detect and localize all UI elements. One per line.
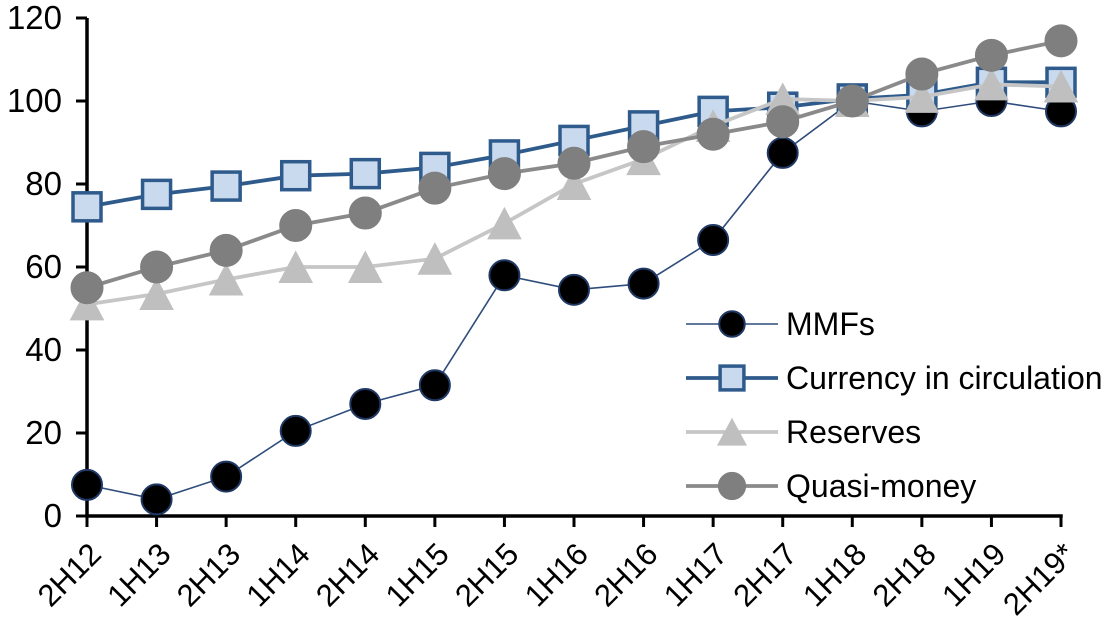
triangle-marker-legend-reserves [716,417,748,446]
circle-marker-quasi-money [279,209,313,242]
square-marker-currency-in-circulation [349,157,382,190]
circle-marker-quasi-money [487,157,521,191]
triangle-marker-reserves [974,67,1009,101]
circle-marker-mmfs [279,414,312,447]
circle-marker-mmfs [766,136,799,169]
y-tick-label: 80 [25,165,62,202]
circle-marker-mmfs [697,224,730,257]
x-tick-label: 1H16 [518,536,595,613]
legend-label-reserves: Reserves [786,414,921,450]
circle-marker-quasi-money [974,38,1008,72]
y-tick-label: 0 [44,497,62,534]
circle-marker-mmfs [349,387,382,420]
x-tick-label: 1H14 [240,536,317,613]
triangle-marker-reserves [417,242,453,275]
triangle-marker-reserves [347,250,383,283]
circle-marker-mmfs [418,369,451,402]
series-reserves [69,67,1079,321]
square-marker-currency-in-circulation [279,159,312,192]
circle-marker-quasi-money [418,171,452,205]
x-axis-ticks: 2H121H132H131H142H141H152H151H162H161H17… [31,516,1082,622]
triangle-marker-reserves [487,206,522,240]
circle-marker-quasi-money [348,196,382,230]
x-tick-label: 1H17 [657,536,734,613]
legend-item-reserves: Reserves [686,414,921,450]
triangle-marker-reserves [278,250,314,283]
y-tick-label: 120 [7,0,62,36]
y-tick-label: 40 [25,331,62,368]
x-tick-label: 2H17 [727,536,804,613]
circle-marker-mmfs [627,267,660,300]
circle-marker-quasi-money [905,57,939,91]
y-tick-label: 60 [25,248,62,285]
x-tick-label: 1H18 [796,536,873,613]
x-tick-label: 1H13 [100,536,177,613]
square-marker-currency-in-circulation [71,191,103,223]
circle-marker-quasi-money [696,117,730,151]
triangle-marker-reserves [556,167,592,200]
triangle-marker-reserves [904,80,940,113]
y-tick-label: 100 [7,82,62,119]
legend-label-currency-in-circulation: Currency in circulation [786,360,1103,396]
triangle-marker-reserves [1043,69,1079,103]
legend-label-mmfs: MMFs [786,306,875,342]
legend-item-mmfs: MMFs [686,306,875,342]
x-tick-label: 2H16 [587,536,664,613]
triangle-marker-reserves [139,277,174,310]
triangle-marker-reserves [69,287,105,321]
circle-marker-quasi-money [140,250,174,284]
circle-marker-quasi-money [557,146,591,180]
series-mmfs [71,85,1077,516]
legend-item-currency-in-circulation: Currency in circulation [686,360,1103,396]
circle-marker-mmfs [71,468,103,501]
x-tick-label: 2H19* [996,536,1082,622]
circle-marker-quasi-money [835,84,869,118]
circle-marker-quasi-money [70,271,104,305]
circle-marker-mmfs [488,259,521,292]
circle-marker-mmfs [210,460,243,493]
circle-marker-mmfs [558,273,590,306]
circle-marker-legend-quasi-money [717,471,747,501]
square-marker-currency-in-circulation [210,170,242,202]
legend: MMFs Currency in circulation Reserves Quasi… [686,306,1103,504]
circle-marker-quasi-money [766,105,800,139]
x-tick-label: 2H12 [31,536,108,613]
x-tick-label: 2H14 [309,536,386,613]
circle-marker-mmfs [140,483,173,516]
x-tick-label: 1H15 [379,536,456,613]
y-axis-ticks: 0 20 40 60 80 100 120 [7,0,87,534]
circle-marker-quasi-money [627,130,661,164]
circle-marker-legend-mmfs [718,310,746,338]
circle-marker-quasi-money [1044,24,1078,58]
triangle-marker-reserves [208,262,244,296]
square-marker-currency-in-circulation [140,178,173,211]
x-tick-label: 2H15 [448,536,525,613]
series-quasi-money [70,24,1078,305]
circle-marker-quasi-money [209,233,243,267]
legend-label-quasi-money: Quasi-money [786,468,976,504]
legend-item-quasi-money: Quasi-money [686,468,976,504]
y-tick-label: 20 [25,414,62,451]
square-marker-legend-currency-in-circulation [718,364,746,392]
x-tick-label: 2H18 [866,536,943,613]
x-tick-label: 2H13 [170,536,247,613]
